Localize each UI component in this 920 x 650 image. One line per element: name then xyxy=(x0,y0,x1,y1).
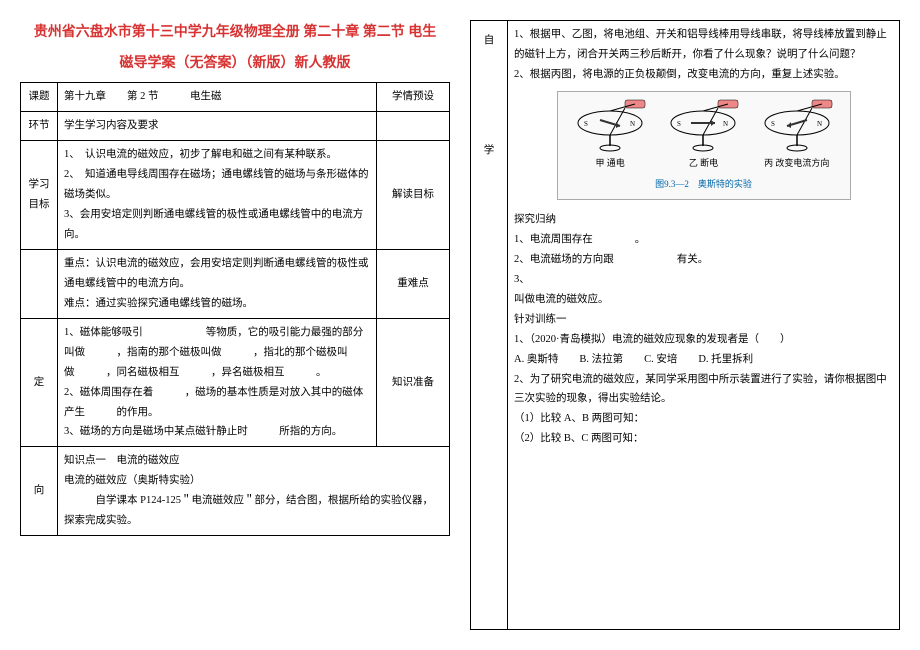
line: 2、磁体周围存在着 ，磁场的基本性质是对放入其中的磁体产生 的作用。 xyxy=(64,383,370,423)
line: 重点：认识电流的磁效应，会用安培定则判断通电螺线管的极性或通电螺线管中的电流方向… xyxy=(64,254,370,294)
figure-row: S N 甲 通电 xyxy=(564,98,844,172)
svg-text:S: S xyxy=(584,120,588,128)
cell-label: 学习目标 xyxy=(21,141,58,250)
cell-text: 第十九章 第 2 节 电生磁 xyxy=(58,83,377,112)
label-char: 自 xyxy=(477,31,501,51)
cell-text: 知识点一 电流的磁效应 电流的磁效应（奥斯特实验） 自学课本 P124-125＂… xyxy=(58,447,450,536)
question: 3、 xyxy=(514,270,893,290)
question: （2）比较 B、C 两图可知： xyxy=(514,429,893,449)
question: 2、为了研究电流的磁效应，某同学采用图中所示装置进行了实验，请你根据图中三次实验… xyxy=(514,370,893,410)
line: 电流的磁效应（奥斯特实验） xyxy=(64,471,443,491)
section-header: 针对训练一 xyxy=(514,310,893,330)
cell-text: 1、 认识电流的磁效应，初步了解电和磁之间有某种联系。 2、 知道通电导线周围存… xyxy=(58,141,377,250)
cell-right xyxy=(377,112,450,141)
line: 自学课本 P124-125＂电流磁效应＂部分，结合图，根据所给的实验仪器，探索完… xyxy=(64,491,443,531)
line: 难点：通过实验探究通电螺线管的磁场。 xyxy=(64,294,370,314)
diagram-label: 丙 改变电流方向 xyxy=(757,155,837,172)
line: 1、磁体能够吸引 等物质，它的吸引能力最强的部分叫做 ，指南的那个磁极叫做 ，指… xyxy=(64,323,370,383)
figure-caption: 图9.3—2 奥斯特的实验 xyxy=(564,176,844,193)
cell-label xyxy=(21,249,58,318)
cell-right: 重难点 xyxy=(377,249,450,318)
paragraph: 1、根据甲、乙图，将电池组、开关和铝导线棒用导线串联，将导线棒放置到静止的磁针上… xyxy=(514,25,893,65)
diagram-a: S N 甲 通电 xyxy=(570,98,650,172)
cell-label: 定 xyxy=(21,318,58,447)
line: 2、 知道通电导线周围存在磁场；通电螺线管的磁场与条形磁体的磁场类似。 xyxy=(64,165,370,205)
svg-text:N: N xyxy=(723,120,728,128)
line: 1、 认识电流的磁效应，初步了解电和磁之间有某种联系。 xyxy=(64,145,370,165)
svg-text:S: S xyxy=(771,120,775,128)
cell-right: 解读目标 xyxy=(377,141,450,250)
diagram-b: S N 乙 断电 xyxy=(663,98,743,172)
svg-text:N: N xyxy=(630,120,635,128)
diagram-label: 乙 断电 xyxy=(663,155,743,172)
cell-label: 课题 xyxy=(21,83,58,112)
cell-label: 环节 xyxy=(21,112,58,141)
question: 叫做电流的磁效应。 xyxy=(514,290,893,310)
svg-text:S: S xyxy=(677,120,681,128)
question: 2、电流磁场的方向跟 有关。 xyxy=(514,250,893,270)
cell-right: 知识准备 xyxy=(377,318,450,447)
diagram-c: S N 丙 改变电流方向 xyxy=(757,98,837,172)
diagram-label: 甲 通电 xyxy=(570,155,650,172)
section-header: 探究归纳 xyxy=(514,210,893,230)
cell-content: 1、根据甲、乙图，将电池组、开关和铝导线棒用导线串联，将导线棒放置到静止的磁针上… xyxy=(508,21,900,630)
line: 3、会用安培定则判断通电螺线管的极性或通电螺线管中的电流方向。 xyxy=(64,205,370,245)
question: （1）比较 A、B 两图可知： xyxy=(514,409,893,429)
paragraph: 2、根据丙图，将电源的正负极颠倒，改变电流的方向，重复上述实验。 xyxy=(514,65,893,85)
line: 知识点一 电流的磁效应 xyxy=(64,451,443,471)
svg-text:N: N xyxy=(817,120,822,128)
line: 3、磁场的方向是磁场中某点磁针静止时 所指的方向。 xyxy=(64,422,370,442)
right-table: 自 学 1、根据甲、乙图，将电池组、开关和铝导线棒用导线串联，将导线棒放置到静止… xyxy=(470,20,900,630)
cell-right: 学情预设 xyxy=(377,83,450,112)
left-table: 课题 第十九章 第 2 节 电生磁 学情预设 环节 学生学习内容及要求 学习目标… xyxy=(20,82,450,536)
right-page: 自 学 1、根据甲、乙图，将电池组、开关和铝导线棒用导线串联，将导线棒放置到静止… xyxy=(470,20,900,630)
doc-title-1: 贵州省六盘水市第十三中学九年级物理全册 第二十章 第二节 电生 xyxy=(20,20,450,45)
label-char: 学 xyxy=(477,141,501,161)
cell-label: 自 学 xyxy=(471,21,508,630)
cell-text: 1、磁体能够吸引 等物质，它的吸引能力最强的部分叫做 ，指南的那个磁极叫做 ，指… xyxy=(58,318,377,447)
figure-box: S N 甲 通电 xyxy=(557,91,851,200)
question: 1、电流周围存在 。 xyxy=(514,230,893,250)
question: 1、（2020·青岛模拟）电流的磁效应现象的发现者是（ ） xyxy=(514,330,893,350)
doc-title-2: 磁导学案（无答案）（新版）新人教版 xyxy=(20,51,450,76)
cell-text: 重点：认识电流的磁效应，会用安培定则判断通电螺线管的极性或通电螺线管中的电流方向… xyxy=(58,249,377,318)
options: A. 奥斯特 B. 法拉第 C. 安培 D. 托里拆利 xyxy=(514,350,893,370)
cell-label: 向 xyxy=(21,447,58,536)
cell-text: 学生学习内容及要求 xyxy=(58,112,377,141)
left-page: 贵州省六盘水市第十三中学九年级物理全册 第二十章 第二节 电生 磁导学案（无答案… xyxy=(20,20,450,630)
